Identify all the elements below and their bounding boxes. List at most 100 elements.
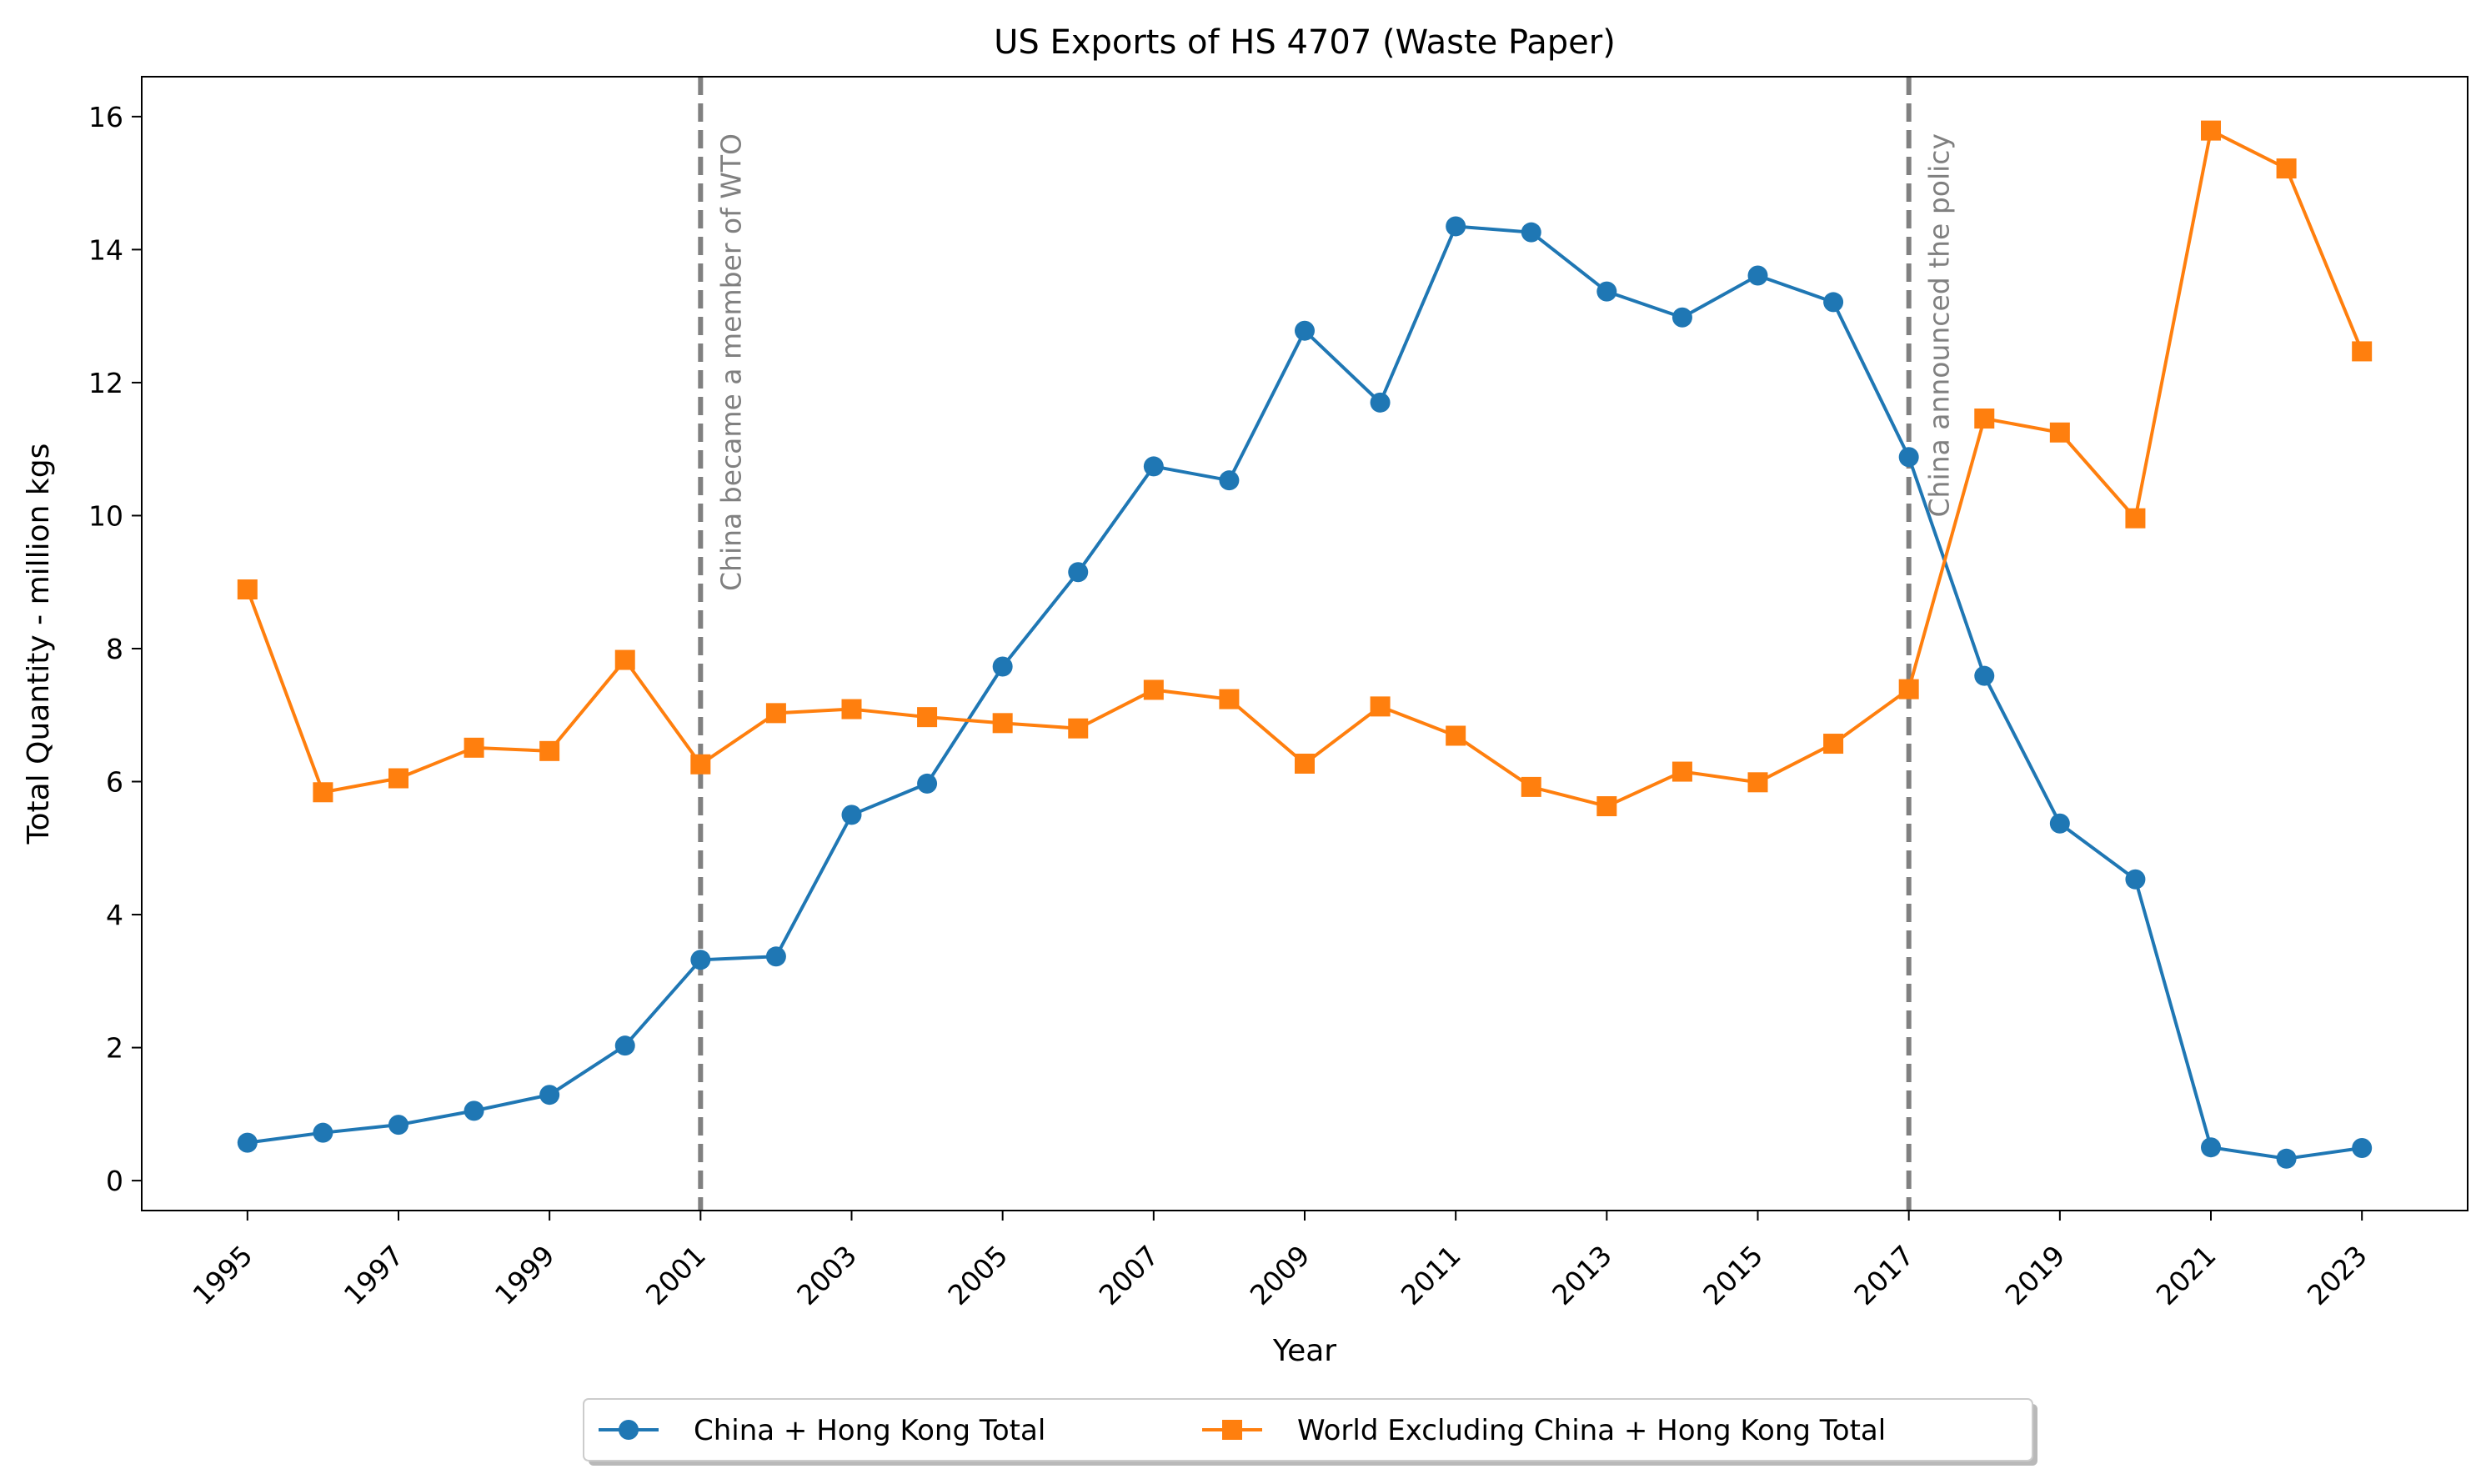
x-tick-label: 1999 (489, 1239, 561, 1311)
data-point (539, 740, 560, 761)
data-point (464, 1100, 484, 1121)
x-tick-label: 2013 (1546, 1239, 1618, 1311)
data-point (690, 950, 711, 970)
data-point (1219, 470, 1240, 491)
data-point (237, 1132, 258, 1153)
data-point (1898, 447, 1919, 468)
y-axis: 0 2 4 6 8 10 12 14 16 (88, 101, 142, 1197)
y-tick-label: 14 (88, 233, 123, 266)
data-point (1295, 320, 1315, 341)
data-point (2276, 158, 2297, 179)
data-point (1747, 772, 1768, 793)
data-point (1521, 776, 1541, 797)
data-point (1898, 679, 1919, 699)
data-point (992, 713, 1013, 734)
data-point (1370, 696, 1391, 717)
x-tick-label: 1995 (187, 1239, 259, 1311)
data-point (917, 707, 938, 728)
data-point (1446, 216, 1466, 237)
data-point (1521, 222, 1541, 243)
y-tick-label: 12 (88, 367, 123, 399)
data-point (1974, 665, 1995, 686)
annotation-label: China became a member of WTO (714, 133, 747, 591)
x-tick-label: 2005 (941, 1239, 1014, 1311)
series-layer (237, 120, 2373, 1169)
legend-marker (619, 1420, 639, 1440)
data-point (1143, 679, 1164, 700)
legend: China + Hong Kong Total World Excluding C… (583, 1398, 2037, 1466)
legend-box (583, 1398, 2033, 1461)
data-point (690, 754, 711, 775)
annotation-labels: China became a member of WTO China announ… (714, 133, 1955, 591)
chart-title: US Exports of HS 4707 (Waste Paper) (994, 23, 1616, 62)
data-point (614, 1035, 635, 1056)
data-point (841, 805, 862, 825)
data-point (2201, 1137, 2222, 1158)
x-tick-label: 2017 (1847, 1239, 1920, 1311)
series-line (247, 224, 2363, 1161)
data-point (313, 1122, 333, 1143)
data-point (388, 1115, 408, 1136)
y-tick-label: 8 (106, 633, 123, 665)
y-tick-label: 6 (106, 766, 123, 799)
y-axis-label: Total Quantity - million kgs (22, 444, 56, 845)
data-point (1446, 725, 1466, 746)
y-tick-label: 2 (106, 1032, 123, 1065)
y-tick-label: 4 (106, 899, 123, 931)
plot-frame (141, 76, 2468, 1211)
data-point (1672, 307, 1692, 328)
legend-label: China + Hong Kong Total (694, 1414, 1045, 1447)
series-line (245, 128, 2364, 809)
data-point (1295, 753, 1315, 774)
data-point (388, 768, 408, 789)
x-tick-label: 1997 (338, 1239, 410, 1311)
x-tick-label: 2007 (1093, 1239, 1165, 1311)
x-axis: 1995 1997 1999 2001 2003 2005 2007 2009 2011 2013… (187, 1211, 2373, 1311)
x-tick-label: 2011 (1395, 1239, 1467, 1311)
data-point (765, 946, 786, 967)
data-point (992, 656, 1013, 677)
data-point (1143, 456, 1164, 477)
annotation-lines (698, 77, 1912, 1211)
data-point (1596, 796, 1617, 817)
data-point (614, 649, 635, 670)
x-tick-label: 2021 (2150, 1239, 2223, 1311)
data-point (765, 703, 786, 724)
data-point (237, 579, 258, 599)
data-point (2049, 422, 2070, 443)
x-tick-label: 2015 (1697, 1239, 1769, 1311)
x-tick-label: 2019 (1999, 1239, 2072, 1311)
data-point (1823, 292, 1844, 313)
data-point (539, 1085, 560, 1105)
x-axis-label: Year (1272, 1334, 1336, 1368)
data-point (1747, 265, 1768, 286)
data-point (2352, 1138, 2373, 1159)
x-tick-label: 2009 (1244, 1239, 1316, 1311)
x-tick-label: 2023 (2301, 1239, 2373, 1311)
data-point (2201, 120, 2222, 141)
y-tick-label: 16 (88, 101, 123, 133)
data-point (2125, 869, 2146, 890)
data-point (2049, 813, 2070, 834)
legend-marker (1222, 1420, 1242, 1440)
x-tick-label: 2003 (790, 1239, 863, 1311)
data-point (1370, 392, 1391, 413)
y-tick-label: 0 (106, 1165, 123, 1197)
data-point (2125, 508, 2146, 529)
data-point (917, 773, 938, 794)
y-tick-label: 10 (88, 499, 123, 532)
data-point (464, 737, 484, 758)
data-point (1068, 718, 1089, 739)
data-point (841, 699, 862, 719)
data-point (1974, 408, 1995, 429)
x-tick-label: 2001 (639, 1239, 712, 1311)
data-point (2352, 341, 2373, 362)
legend-label: World Excluding China + Hong Kong Total (1297, 1414, 1886, 1447)
data-point (1219, 689, 1240, 709)
data-point (1672, 761, 1692, 782)
data-point (2276, 1148, 2297, 1169)
data-point (313, 782, 333, 803)
data-point (1823, 734, 1844, 755)
